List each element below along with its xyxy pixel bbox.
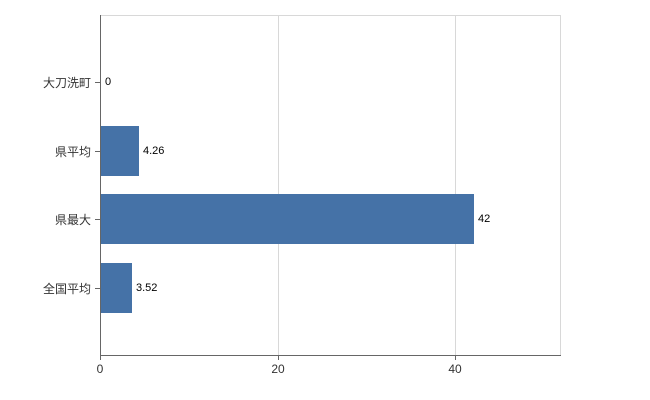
- x-tick: [100, 355, 101, 360]
- bar: [101, 194, 474, 244]
- y-axis: [100, 15, 101, 356]
- x-tick-label: 20: [271, 362, 285, 376]
- category-label: 県最大: [54, 213, 91, 227]
- bar-value-label: 3.52: [136, 282, 158, 294]
- bar: [101, 126, 139, 176]
- y-tick: [95, 288, 100, 289]
- y-tick: [95, 219, 100, 220]
- y-tick: [95, 151, 100, 152]
- plot-border-right: [560, 15, 561, 355]
- category-label: 大刀洗町: [42, 76, 91, 90]
- plot-border-top: [100, 15, 560, 16]
- bar-value-label: 42: [478, 213, 491, 225]
- gridline: [278, 15, 279, 355]
- bar-value-label: 4.26: [143, 145, 165, 157]
- x-tick: [455, 355, 456, 360]
- x-axis: [100, 355, 561, 356]
- bar-value-label: 0: [105, 76, 112, 88]
- bar: [101, 263, 132, 313]
- y-tick: [95, 82, 100, 83]
- x-tick: [278, 355, 279, 360]
- category-label: 県平均: [54, 145, 91, 159]
- x-tick-label: 0: [96, 362, 104, 376]
- category-label: 全国平均: [42, 282, 91, 296]
- gridline: [455, 15, 456, 355]
- x-tick-label: 40: [448, 362, 462, 376]
